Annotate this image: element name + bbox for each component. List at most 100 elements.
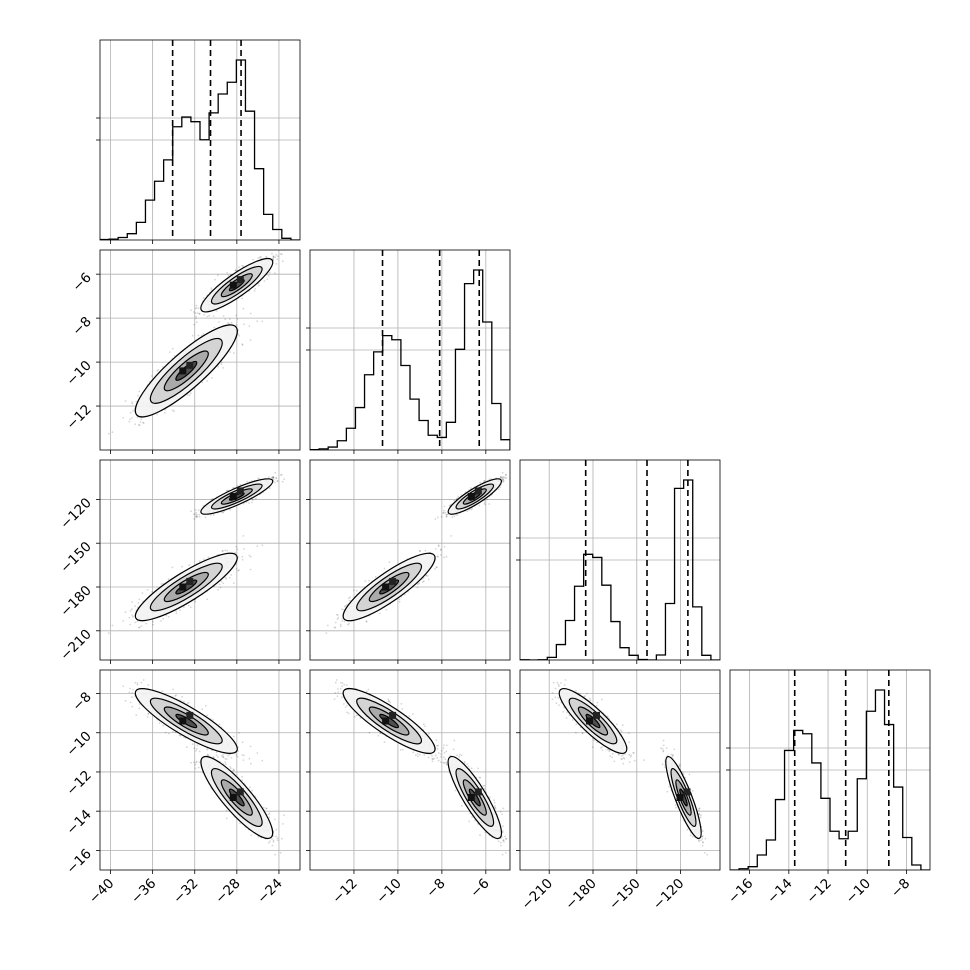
- scatter-point: [192, 311, 195, 313]
- scatter-point: [248, 502, 250, 504]
- scatter-point: [325, 632, 328, 634]
- scatter-point: [234, 551, 237, 554]
- scatter-point: [129, 418, 132, 421]
- density-peak: [179, 583, 187, 591]
- scatter-point: [232, 487, 235, 489]
- scatter-point: [275, 477, 278, 480]
- scatter-point: [418, 582, 421, 585]
- scatter-point: [186, 393, 189, 396]
- scatter-point: [162, 617, 165, 620]
- scatter-point: [230, 574, 233, 576]
- scatter-point: [339, 623, 342, 626]
- scatter-point: [193, 518, 196, 520]
- scatter-point: [218, 321, 220, 323]
- scatter-point: [275, 477, 277, 479]
- scatter-point: [248, 554, 251, 557]
- scatter-point: [257, 257, 260, 259]
- scatter-point: [194, 600, 197, 603]
- scatter-point: [249, 555, 252, 558]
- scatter-point: [224, 576, 227, 579]
- scatter-point: [141, 592, 144, 594]
- scatter-point: [218, 583, 221, 586]
- scatter-point: [188, 394, 191, 397]
- scatter-point: [107, 632, 110, 634]
- scatter-point: [437, 545, 440, 547]
- scatter-point: [276, 258, 279, 261]
- scatter-point: [227, 274, 230, 277]
- scatter-point: [502, 480, 505, 482]
- scatter-point: [499, 476, 502, 478]
- scatter-point: [445, 555, 448, 558]
- scatter-point: [249, 568, 252, 571]
- scatter-point: [128, 616, 131, 619]
- scatter-point: [194, 307, 197, 310]
- scatter-point: [254, 288, 257, 290]
- scatter-point: [224, 318, 227, 321]
- scatter-point: [206, 380, 209, 382]
- scatter-point: [124, 611, 127, 614]
- scatter-point: [131, 402, 134, 405]
- scatter-point: [131, 601, 134, 603]
- scatter-point: [134, 621, 137, 624]
- scatter-point: [210, 289, 213, 291]
- density-peak: [186, 577, 194, 585]
- y-tick-label: −12: [63, 402, 94, 433]
- scatter-point: [142, 421, 145, 424]
- scatter-point: [272, 258, 275, 260]
- scatter-point: [139, 421, 142, 423]
- scatter-point: [355, 589, 358, 592]
- scatter-point: [229, 508, 231, 511]
- scatter-point: [439, 549, 442, 552]
- scatter-point: [435, 566, 438, 569]
- scatter-point: [226, 272, 229, 274]
- scatter-point: [134, 423, 137, 426]
- scatter-point: [276, 255, 279, 258]
- scatter-point: [365, 620, 368, 622]
- scatter-point: [220, 363, 223, 366]
- scatter-point: [168, 351, 171, 353]
- scatter-point: [453, 499, 456, 502]
- scatter-point: [236, 485, 239, 487]
- scatter-point: [252, 258, 255, 261]
- scatter-point: [442, 511, 445, 514]
- scatter-point: [483, 480, 486, 482]
- scatter-point: [249, 312, 252, 315]
- scatter-point: [222, 367, 225, 369]
- scatter-point: [222, 315, 225, 317]
- scatter-point: [194, 509, 197, 511]
- scatter-panel-1-2: [310, 471, 510, 657]
- scatter-point: [161, 366, 164, 368]
- scatter-point: [434, 518, 437, 520]
- scatter-point: [241, 558, 244, 561]
- scatter-point: [196, 515, 199, 518]
- scatter-point: [138, 424, 141, 427]
- scatter-point: [279, 253, 282, 256]
- scatter-point: [145, 622, 148, 625]
- scatter-point: [434, 548, 437, 550]
- scatter-point: [343, 620, 346, 623]
- scatter-point: [436, 555, 439, 558]
- scatter-point: [261, 544, 264, 547]
- scatter-point: [271, 252, 273, 255]
- scatter-point: [122, 416, 125, 419]
- scatter-point: [341, 620, 344, 622]
- scatter-point: [228, 322, 231, 325]
- scatter-point: [242, 265, 245, 268]
- scatter-point: [225, 578, 228, 580]
- scatter-point: [281, 260, 284, 263]
- scatter-point: [341, 618, 344, 620]
- scatter-point: [189, 392, 192, 394]
- scatter-point: [222, 549, 224, 552]
- scatter-point: [198, 312, 201, 315]
- scatter-point: [421, 581, 424, 583]
- scatter-point: [232, 582, 235, 584]
- scatter-point: [272, 255, 275, 257]
- scatter-point: [440, 554, 442, 556]
- scatter-point: [334, 626, 337, 629]
- scatter-point: [195, 317, 197, 320]
- scatter-point: [225, 489, 228, 492]
- scatter-point: [241, 265, 244, 267]
- scatter-point: [241, 343, 244, 346]
- scatter-point: [157, 369, 160, 371]
- scatter-point: [129, 411, 132, 414]
